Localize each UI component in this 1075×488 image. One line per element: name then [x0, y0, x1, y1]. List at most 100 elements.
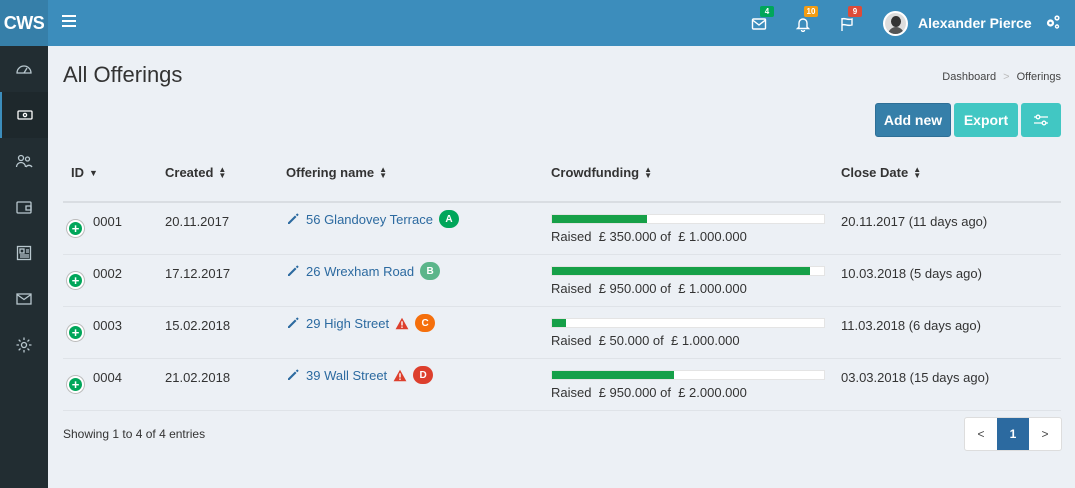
- money-icon: [17, 110, 33, 120]
- expand-row-icon[interactable]: +: [67, 324, 84, 341]
- sidebar-item-reports[interactable]: [0, 230, 48, 276]
- sort-icon: ▲ ▼: [218, 164, 227, 180]
- breadcrumb-current: Offerings: [1016, 71, 1061, 83]
- crowdfunding-progress-fill: [552, 215, 648, 223]
- offering-name-link[interactable]: 26 Wrexham Road: [306, 263, 415, 279]
- dashboard-icon: [16, 65, 32, 74]
- table-info: Showing 1 to 4 of 4 entries: [63, 427, 206, 441]
- sidebar-item-investors[interactable]: [0, 138, 48, 184]
- edit-pencil-icon[interactable]: [286, 368, 300, 382]
- user-name: Alexander Pierce: [918, 15, 1032, 31]
- avatar: [883, 10, 908, 36]
- raised-amount: Raised £ 50.000 of £ 1.000.000: [551, 333, 740, 348]
- offering-cell: 39 Wall Street D: [286, 366, 434, 384]
- table-header-divider: [63, 201, 1061, 203]
- warning-icon: [393, 369, 407, 382]
- sidebar-item-settings[interactable]: [0, 322, 48, 368]
- users-icon: [15, 154, 33, 168]
- tasks-badge: 9: [848, 6, 862, 17]
- menu-toggle-icon[interactable]: [62, 15, 76, 27]
- export-button[interactable]: Export: [954, 103, 1018, 137]
- expand-row-icon[interactable]: +: [67, 376, 84, 393]
- crowdfunding-progress-fill: [552, 267, 811, 275]
- column-header-id[interactable]: ID ▼: [71, 165, 98, 180]
- add-new-button[interactable]: Add new: [875, 103, 951, 137]
- edit-pencil-icon[interactable]: [286, 212, 300, 226]
- row-divider: [63, 306, 1061, 307]
- page-title: All Offerings: [63, 62, 183, 87]
- row-divider: [63, 254, 1061, 255]
- sidebar-item-wallet[interactable]: [0, 184, 48, 230]
- mail-icon: [16, 293, 32, 305]
- row-id: 0003: [93, 318, 122, 333]
- grade-badge: A: [438, 210, 459, 228]
- sidebar-item-offerings[interactable]: [0, 92, 48, 138]
- top-navbar: CWS 4 10 9 Alexander Pierce: [0, 0, 1075, 46]
- notifications-badge: 10: [804, 6, 818, 17]
- messages-button[interactable]: 4: [750, 6, 774, 33]
- messages-badge: 4: [760, 6, 774, 17]
- column-header-crowdfunding[interactable]: Crowdfunding ▲ ▼: [551, 164, 653, 180]
- row-divider: [63, 358, 1061, 359]
- envelope-icon: [751, 18, 767, 30]
- sidebar-item-messages[interactable]: [0, 276, 48, 322]
- report-icon: [16, 245, 32, 261]
- breadcrumb: Dashboard > Offerings: [942, 71, 1061, 83]
- sliders-icon: [1034, 114, 1048, 126]
- breadcrumb-dashboard[interactable]: Dashboard: [942, 71, 997, 83]
- app-logo[interactable]: CWS: [0, 0, 48, 46]
- table-row: +0004 21.02.2018 39 Wall Street D Raised £ 9…: [0, 359, 1075, 411]
- edit-pencil-icon[interactable]: [286, 316, 300, 330]
- bell-icon: [795, 18, 811, 32]
- pagination-next[interactable]: >: [1041, 427, 1049, 441]
- sort-icon: ▲ ▼: [644, 164, 653, 180]
- raised-amount: Raised £ 950.000 of £ 2.000.000: [551, 385, 747, 400]
- row-divider: [63, 410, 1061, 411]
- offering-cell: 29 High Street C: [286, 314, 436, 332]
- grade-badge: D: [413, 366, 434, 384]
- grade-badge: C: [415, 314, 436, 332]
- offering-name-link[interactable]: 56 Glandovey Terrace: [306, 211, 433, 227]
- offering-cell: 26 Wrexham Road B: [286, 262, 441, 280]
- settings-icon: [16, 337, 32, 353]
- wallet-icon: [16, 201, 32, 214]
- crowdfunding-progress-bar: [551, 370, 825, 380]
- raised-amount: Raised £ 350.000 of £ 1.000.000: [551, 229, 747, 244]
- table-row: +0003 15.02.2018 29 High Street C Raised £ 5…: [0, 307, 1075, 359]
- row-id: 0002: [93, 266, 122, 281]
- pagination: < 1 >: [964, 417, 1062, 451]
- edit-pencil-icon[interactable]: [286, 264, 300, 278]
- row-id: 0001: [93, 214, 122, 229]
- row-close-date: 11.03.2018 (6 days ago): [841, 318, 981, 333]
- expand-row-icon[interactable]: +: [67, 220, 84, 237]
- table-row: +0001 20.11.2017 56 Glandovey Terrace A Rais…: [0, 203, 1075, 255]
- breadcrumb-separator: >: [1003, 71, 1010, 83]
- crowdfunding-progress-fill: [552, 371, 675, 379]
- offering-name-link[interactable]: 39 Wall Street: [306, 367, 388, 383]
- sidebar: [0, 46, 48, 488]
- flag-icon: [841, 17, 853, 31]
- grade-badge: B: [420, 262, 441, 280]
- column-header-close-date[interactable]: Close Date ▲ ▼: [841, 164, 922, 180]
- offering-cell: 56 Glandovey Terrace A: [286, 210, 459, 228]
- pagination-prev[interactable]: <: [977, 427, 985, 441]
- row-id: 0004: [93, 370, 122, 385]
- pagination-page-1[interactable]: 1: [997, 418, 1029, 450]
- table-row: +0002 17.12.2017 26 Wrexham Road B Raised £ …: [0, 255, 1075, 307]
- gears-icon[interactable]: [1044, 13, 1062, 31]
- sidebar-item-dashboard[interactable]: [0, 46, 48, 92]
- sort-icon: ▲ ▼: [913, 164, 922, 180]
- crowdfunding-progress-bar: [551, 266, 825, 276]
- offering-name-link[interactable]: 29 High Street: [306, 315, 390, 331]
- column-header-offering-name[interactable]: Offering name ▲ ▼: [286, 164, 388, 180]
- warning-icon: [395, 317, 409, 330]
- column-header-created[interactable]: Created ▲ ▼: [165, 164, 227, 180]
- notifications-button[interactable]: 10: [794, 6, 818, 33]
- user-menu[interactable]: Alexander Pierce: [883, 10, 1032, 36]
- tasks-button[interactable]: 9: [838, 6, 862, 33]
- expand-row-icon[interactable]: +: [67, 272, 84, 289]
- raised-amount: Raised £ 950.000 of £ 1.000.000: [551, 281, 747, 296]
- filter-button[interactable]: [1021, 103, 1061, 137]
- crowdfunding-progress-fill: [552, 319, 566, 327]
- row-created: 21.02.2018: [165, 370, 231, 385]
